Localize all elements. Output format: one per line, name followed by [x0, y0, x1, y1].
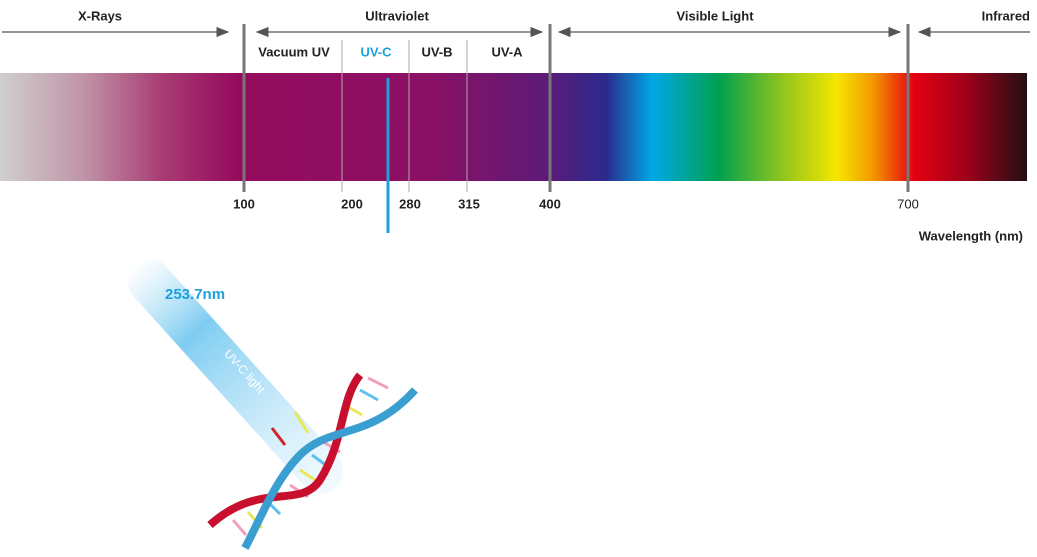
- tick-label: 200: [341, 196, 363, 211]
- beam: [127, 259, 344, 494]
- tick-label: 700: [897, 196, 919, 211]
- dividers: [242, 24, 910, 192]
- axis-label: Wavelength (nm): [919, 228, 1023, 243]
- dna-helix: [207, 372, 418, 550]
- range-label: Visible Light: [676, 8, 754, 23]
- band-label: UV-B: [421, 44, 452, 59]
- band-label: UV-C: [360, 44, 392, 59]
- band-label: Vacuum UV: [258, 44, 330, 59]
- range-label: Infrared: [982, 8, 1030, 23]
- tick-label: 400: [539, 196, 561, 211]
- range-label: Ultraviolet: [365, 8, 429, 23]
- tick-label: 315: [458, 196, 480, 211]
- tick-labels: 100 200 280 315 400 700: [233, 196, 919, 211]
- tick-label: 100: [233, 196, 255, 211]
- uv-beam: UV-C light: [127, 259, 344, 494]
- wavelength-label: 253.7nm: [165, 286, 225, 303]
- band-label: UV-A: [491, 44, 523, 59]
- tick-label: 280: [399, 196, 421, 211]
- range-label: X-Rays: [78, 8, 122, 23]
- spectrum-bar: [0, 73, 1027, 181]
